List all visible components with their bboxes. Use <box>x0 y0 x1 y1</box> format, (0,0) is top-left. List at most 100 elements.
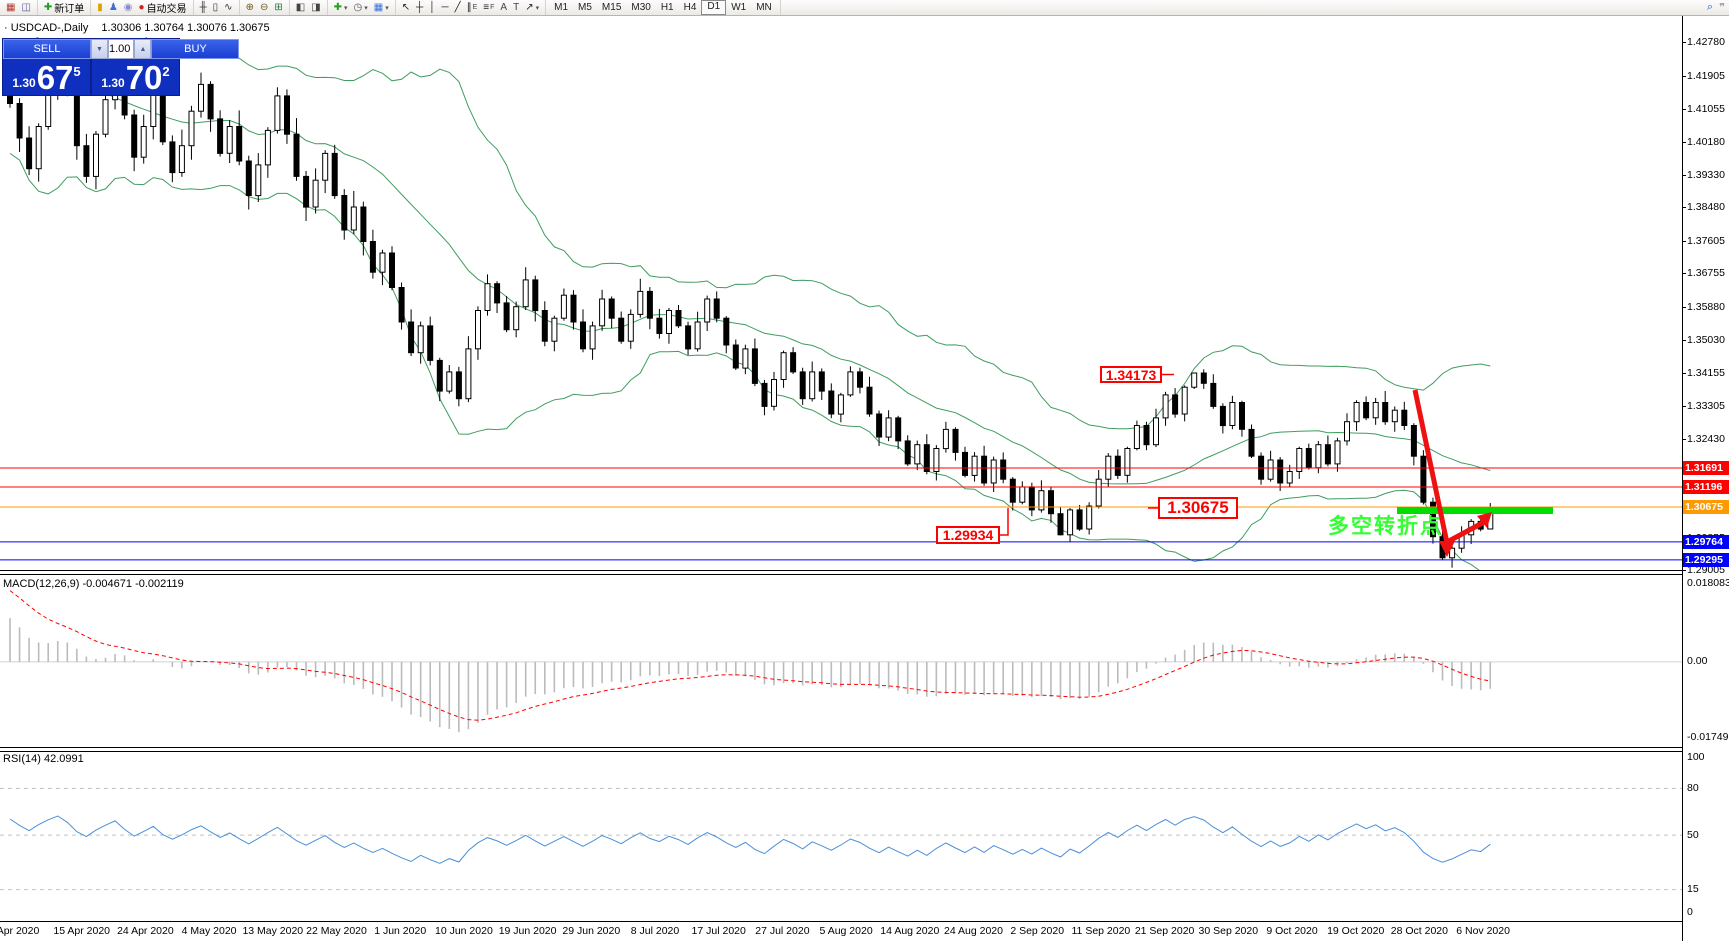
bar-chart-icon[interactable]: ╫ <box>197 1 210 14</box>
indicator-window-icon[interactable]: ◧ <box>293 1 308 14</box>
search-icon[interactable]: ⌕ <box>1706 1 1714 13</box>
price-axis-tick: 1.29005 <box>1682 564 1725 577</box>
line-chart-icon[interactable]: ∿ <box>221 1 235 14</box>
new-order-icon: ✚ <box>43 2 53 13</box>
accounts-icon[interactable]: ♟ <box>106 1 121 14</box>
date-axis-label: 4 May 2020 <box>181 925 237 937</box>
dropdown-arrow-icon[interactable]: ▾ <box>535 4 540 12</box>
sell-price-big: 67 <box>36 59 74 96</box>
new-chart-icon[interactable]: ▦ <box>3 1 18 14</box>
crosshair-icon[interactable]: ┼ <box>413 1 426 14</box>
current-price-annotation[interactable]: 1.30675 <box>1158 497 1238 519</box>
template-icon[interactable]: ▦ ▾ <box>371 1 392 14</box>
buy-price[interactable]: 1.30 70 2 <box>90 59 179 95</box>
timeframe-h4[interactable]: H4 <box>683 2 697 13</box>
indicator-window-alt-icon: ◨ <box>311 2 321 13</box>
timeframe-m30[interactable]: M30 <box>631 2 651 13</box>
sell-price-prefix: 1.30 <box>12 76 36 90</box>
symbol-period-label: USDCAD-,Daily <box>10 22 89 34</box>
candles <box>7 43 1494 568</box>
toolbar-group: ▦ ◫ <box>0 0 38 15</box>
profiles-icon: ◫ <box>21 2 31 13</box>
date-axis-label: Apr 2020 <box>0 925 40 937</box>
sell-button[interactable]: SELL <box>3 39 91 59</box>
macd-histogram <box>9 618 1492 733</box>
low-price-annotation[interactable]: 1.29934 <box>936 526 1000 544</box>
dropdown-arrow-icon[interactable]: ▾ <box>364 4 368 12</box>
date-axis-label: 14 Aug 2020 <box>880 925 940 937</box>
toolbar-group: ✚ ▾ ◷ ▾ ▦ ▾ <box>328 0 396 15</box>
toolbar-group: ╫ ▯ ∿ <box>194 0 240 15</box>
rsi-panel-top-border[interactable] <box>0 751 1682 752</box>
equidistant-channel-icon[interactable]: ∥ E <box>464 1 481 14</box>
indicator-window-alt-icon[interactable]: ◨ <box>308 1 323 14</box>
buy-button[interactable]: BUY <box>151 39 240 59</box>
autotrading-button[interactable]: ● 自动交易 <box>136 1 190 15</box>
green-support-bar[interactable] <box>1397 507 1553 514</box>
date-axis-label: 30 Sep 2020 <box>1198 925 1259 937</box>
text-icon[interactable]: A <box>497 1 510 14</box>
timeframe-m5[interactable]: M5 <box>578 2 592 13</box>
volume-up-button[interactable]: ▲ <box>134 39 152 59</box>
zoom-in-icon: ⊕ <box>245 2 254 13</box>
date-axis-label: 19 Jun 2020 <box>498 925 557 937</box>
vertical-line-icon[interactable]: │ <box>426 1 438 14</box>
date-axis-label: 2 Sep 2020 <box>1010 925 1065 937</box>
macd-label: MACD(12,26,9) -0.004671 -0.002119 <box>3 578 184 590</box>
profiles-icon[interactable]: ◫ <box>18 1 33 14</box>
date-axis-label: 9 Oct 2020 <box>1266 925 1318 937</box>
add-indicator-icon[interactable]: ✚ ▾ <box>331 1 351 14</box>
price-axis-tick: 1.42780 <box>1682 36 1725 49</box>
toolbar-group: ◧ ◨ <box>290 0 328 15</box>
rsi-label: RSI(14) 42.0991 <box>3 753 84 765</box>
toolbar-right: ⌕ ❞ <box>1707 1 1725 14</box>
date-axis-label: 13 May 2020 <box>242 925 304 937</box>
red-v-arrow[interactable] <box>1412 389 1492 557</box>
main-panel-bottom-border <box>0 570 1682 571</box>
timeframe-m1[interactable]: M1 <box>554 2 569 13</box>
trendline-icon[interactable]: ╱ <box>452 1 464 14</box>
timeframe-mn[interactable]: MN <box>756 2 772 13</box>
timeframe-m15[interactable]: M15 <box>601 2 622 13</box>
arrows-icon[interactable]: ↗ ▾ <box>522 1 542 14</box>
period-clock-icon[interactable]: ◷ ▾ <box>351 1 371 14</box>
turning-point-annotation[interactable]: 多空转折点 <box>1328 515 1443 538</box>
zoom-in-icon[interactable]: ⊕ <box>243 1 257 14</box>
gold-icon: ▮ <box>97 2 103 13</box>
date-axis-label: 28 Oct 2020 <box>1390 925 1448 937</box>
candlestick-icon: ▯ <box>212 2 219 13</box>
timeframe-d1[interactable]: D1 <box>701 0 727 15</box>
horizontal-line-icon: ─ <box>441 2 449 13</box>
price-axis-tick: 1.35880 <box>1682 300 1725 313</box>
volume-down-button[interactable]: ▼ <box>91 39 108 59</box>
rsi-axis-label: 0 <box>1687 906 1693 919</box>
price-axis-tick: 1.41055 <box>1682 102 1725 115</box>
timeframe-toolbar: M1 M5 M15 M30 H1 H4 D1 W1 MN <box>546 0 781 15</box>
level-price-tag: 1.29295 <box>1683 552 1729 567</box>
rsi-axis-label: 80 <box>1687 781 1699 794</box>
timeframe-h1[interactable]: H1 <box>660 2 674 13</box>
timeframe-w1[interactable]: W1 <box>731 2 747 13</box>
macd-panel-top-border[interactable] <box>0 574 1682 575</box>
toolbar-group: ▮ ♟ ◉ ● 自动交易 <box>91 0 194 15</box>
crosshair-icon: ┼ <box>416 2 424 13</box>
gold-icon[interactable]: ▮ <box>94 1 106 14</box>
horizontal-line-icon[interactable]: ─ <box>439 1 452 14</box>
cursor-icon[interactable]: ↖ <box>399 1 413 14</box>
zoom-out-icon[interactable]: ⊖ <box>257 1 271 14</box>
high-price-annotation[interactable]: 1.34173 <box>1100 366 1162 383</box>
fibonacci-icon[interactable]: ≡ F <box>480 1 497 14</box>
tile-windows-icon[interactable]: ⊞ <box>271 1 285 14</box>
dropdown-arrow-icon[interactable]: ▾ <box>344 4 348 12</box>
candlestick-icon[interactable]: ▯ <box>210 1 222 14</box>
broadcast-icon[interactable]: ◉ <box>121 1 136 14</box>
chat-icon[interactable]: ❞ <box>1719 2 1725 14</box>
volume-input[interactable]: 1.00 <box>108 39 135 59</box>
date-axis-label: 22 May 2020 <box>306 925 367 937</box>
label-icon[interactable]: T <box>510 1 522 14</box>
dropdown-arrow-icon[interactable]: ▾ <box>385 4 389 12</box>
sell-price[interactable]: 1.30 67 5 <box>3 59 90 95</box>
macd-axis-label: -0.017497 <box>1687 730 1729 743</box>
new-order-button[interactable]: ✚ 新订单 <box>41 1 87 15</box>
